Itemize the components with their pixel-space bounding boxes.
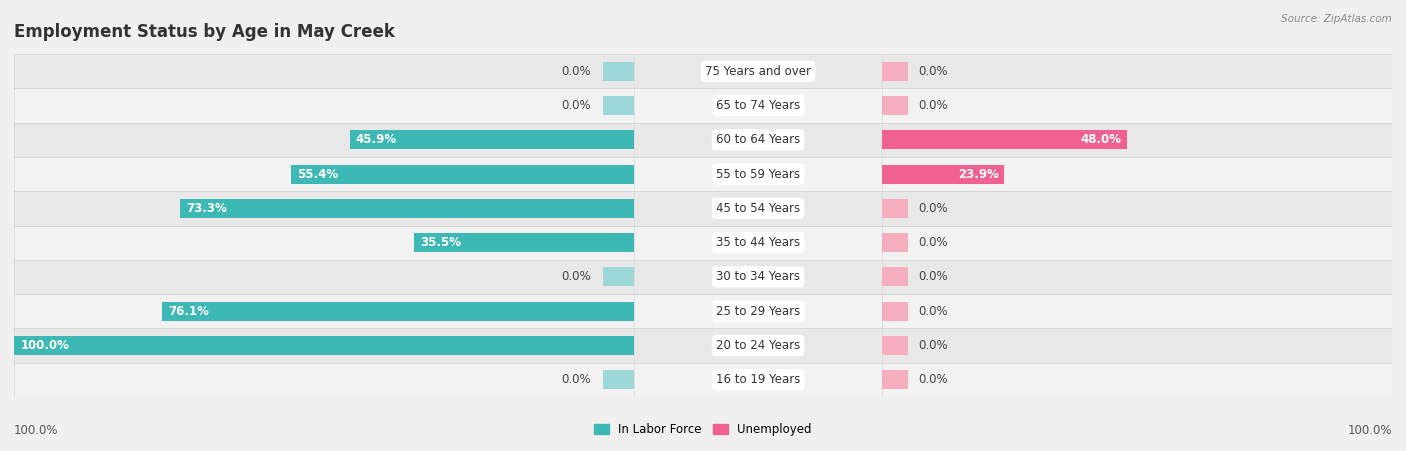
Legend: In Labor Force, Unemployed: In Labor Force, Unemployed [589,418,817,441]
Text: 48.0%: 48.0% [1081,133,1122,146]
Bar [882,370,908,389]
Bar [634,88,882,123]
Bar [882,157,1392,191]
Bar [882,294,1392,328]
Bar [634,363,882,397]
Bar [14,363,634,397]
Text: Employment Status by Age in May Creek: Employment Status by Age in May Creek [14,23,395,41]
Text: 0.0%: 0.0% [561,373,591,386]
Bar [634,328,882,363]
Text: 55 to 59 Years: 55 to 59 Years [716,168,800,180]
Text: 60 to 64 Years: 60 to 64 Years [716,133,800,146]
Bar [603,267,634,286]
Bar [14,260,634,294]
Bar [603,370,634,389]
Bar [14,157,634,191]
Text: 76.1%: 76.1% [169,305,209,318]
Bar [634,226,882,260]
Bar [882,191,1392,226]
Bar [882,336,908,355]
Bar [882,328,1392,363]
Bar [634,191,882,226]
Bar [180,199,634,218]
Text: 0.0%: 0.0% [918,202,948,215]
Bar [14,336,634,355]
Text: 16 to 19 Years: 16 to 19 Years [716,373,800,386]
Text: 0.0%: 0.0% [918,236,948,249]
Text: 65 to 74 Years: 65 to 74 Years [716,99,800,112]
Text: 100.0%: 100.0% [1347,424,1392,437]
Text: 0.0%: 0.0% [918,339,948,352]
Bar [603,62,634,81]
Text: 100.0%: 100.0% [20,339,69,352]
Text: 0.0%: 0.0% [918,271,948,283]
Bar [413,233,634,252]
Bar [14,328,634,363]
Bar [882,302,908,321]
Bar [634,260,882,294]
Bar [882,226,1392,260]
Text: 55.4%: 55.4% [297,168,337,180]
Bar [634,123,882,157]
Bar [882,123,1392,157]
Text: Source: ZipAtlas.com: Source: ZipAtlas.com [1281,14,1392,23]
Bar [882,130,1126,149]
Text: 20 to 24 Years: 20 to 24 Years [716,339,800,352]
Bar [634,54,882,88]
Bar [14,88,634,123]
Bar [350,130,634,149]
Text: 25 to 29 Years: 25 to 29 Years [716,305,800,318]
Text: 35 to 44 Years: 35 to 44 Years [716,236,800,249]
Text: 75 Years and over: 75 Years and over [706,65,811,78]
Text: 45 to 54 Years: 45 to 54 Years [716,202,800,215]
Bar [882,165,1004,184]
Text: 0.0%: 0.0% [918,373,948,386]
Text: 0.0%: 0.0% [561,99,591,112]
Bar [14,294,634,328]
Bar [14,54,634,88]
Text: 30 to 34 Years: 30 to 34 Years [716,271,800,283]
Bar [14,226,634,260]
Bar [603,96,634,115]
Bar [882,260,1392,294]
Bar [882,233,908,252]
Bar [882,363,1392,397]
Bar [634,294,882,328]
Bar [882,267,908,286]
Bar [882,88,1392,123]
Bar [634,157,882,191]
Text: 0.0%: 0.0% [561,271,591,283]
Bar [162,302,634,321]
Bar [291,165,634,184]
Bar [882,96,908,115]
Text: 0.0%: 0.0% [561,65,591,78]
Text: 23.9%: 23.9% [957,168,998,180]
Text: 73.3%: 73.3% [186,202,226,215]
Bar [14,191,634,226]
Text: 35.5%: 35.5% [420,236,461,249]
Text: 0.0%: 0.0% [918,99,948,112]
Text: 0.0%: 0.0% [918,305,948,318]
Text: 100.0%: 100.0% [14,424,59,437]
Text: 0.0%: 0.0% [918,65,948,78]
Bar [882,54,1392,88]
Bar [14,123,634,157]
Bar [882,199,908,218]
Bar [882,62,908,81]
Text: 45.9%: 45.9% [356,133,396,146]
